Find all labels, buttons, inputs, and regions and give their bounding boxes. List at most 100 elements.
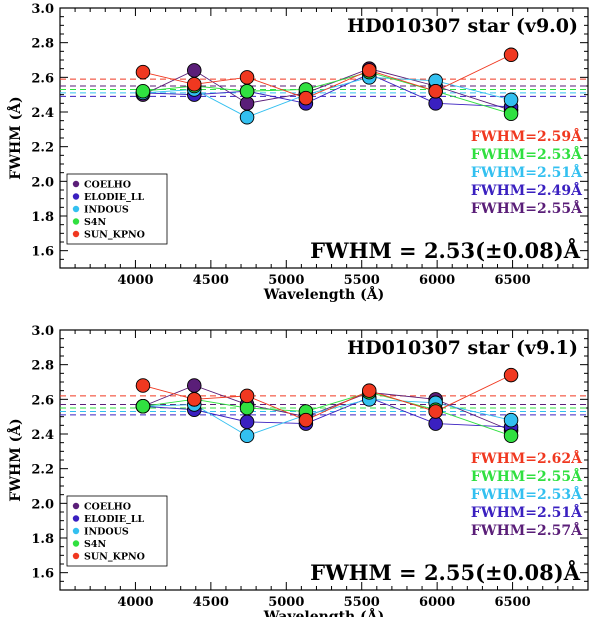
overall-fwhm-label: FWHM = 2.55(±0.08)Å bbox=[310, 560, 581, 585]
fwhm-label-elodie-ll: FWHM=2.49Å bbox=[471, 181, 583, 199]
y-axis-title: FWHM (Å) bbox=[6, 418, 24, 501]
y-tick-label: 1.6 bbox=[31, 245, 54, 260]
x-tick-label: 6000 bbox=[419, 273, 455, 288]
legend-item: COELHO bbox=[84, 502, 131, 513]
y-axis-title: FWHM (Å) bbox=[6, 96, 24, 179]
data-point-sun-kpno bbox=[428, 404, 443, 419]
legend-item: S4N bbox=[84, 217, 106, 228]
data-point-coelho bbox=[187, 63, 202, 78]
x-tick-label: 4500 bbox=[193, 273, 229, 288]
y-tick-label: 2.6 bbox=[31, 71, 54, 86]
legend-item: INDOUS bbox=[84, 205, 129, 216]
y-tick-label: 1.8 bbox=[31, 210, 54, 225]
data-point-sun-kpno bbox=[503, 367, 519, 383]
legend-marker bbox=[72, 218, 80, 225]
chart-panel-2: 4000 4500 5000 5500 6000 6500 1.6 1.8 2.0 2.2 2.4 2… bbox=[6, 324, 589, 617]
data-point-sun-kpno bbox=[239, 388, 255, 404]
data-point-sun-kpno bbox=[298, 90, 314, 106]
data-point-sun-kpno bbox=[298, 412, 314, 428]
fwhm-label-sun-kpno: FWHM=2.62Å bbox=[471, 449, 583, 467]
legend-marker bbox=[72, 205, 80, 213]
legend-item: SUN_KPNO bbox=[84, 230, 145, 241]
fwhm-label-s4n: FWHM=2.55Å bbox=[471, 467, 583, 485]
x-tick-label: 4000 bbox=[117, 273, 153, 288]
legend-item: ELODIE_LL bbox=[84, 514, 145, 525]
legend-marker bbox=[72, 527, 80, 535]
y-tick-label: 2.0 bbox=[31, 497, 54, 512]
x-tick-label: 5500 bbox=[344, 595, 380, 610]
y-tick-label: 2.4 bbox=[31, 106, 54, 121]
data-point-indous bbox=[503, 92, 519, 108]
data-point-sun-kpno bbox=[503, 47, 519, 63]
x-axis-title: Wavelength (Å) bbox=[263, 607, 384, 617]
legend-item: S4N bbox=[84, 539, 106, 550]
fwhm-label-indous: FWHM=2.51Å bbox=[471, 163, 583, 181]
data-point-coelho bbox=[239, 96, 255, 111]
chart-panel-1: 4000 4500 5000 5500 6000 6500 1.6 1.8 2.0 2.2 2.4 2… bbox=[6, 2, 589, 303]
y-tick-label: 2.0 bbox=[31, 175, 54, 190]
legend-marker bbox=[72, 180, 80, 188]
legend-item: ELODIE_LL bbox=[84, 192, 145, 203]
chart-title: HD010307 star (v9.0) bbox=[347, 15, 578, 37]
fwhm-label-elodie-ll: FWHM=2.51Å bbox=[471, 503, 583, 521]
overall-fwhm-label: FWHM = 2.53(±0.08)Å bbox=[310, 238, 581, 263]
fwhm-label-coelho: FWHM=2.57Å bbox=[471, 521, 583, 539]
y-tick-label: 2.6 bbox=[31, 393, 54, 408]
x-axis-title: Wavelength (Å) bbox=[263, 285, 384, 303]
data-point-sun-kpno bbox=[362, 63, 377, 78]
data-point-coelho bbox=[187, 378, 202, 393]
fwhm-label-indous: FWHM=2.53Å bbox=[471, 485, 583, 503]
legend-marker bbox=[72, 515, 80, 522]
y-tick-label: 2.4 bbox=[31, 428, 54, 443]
legend-item: COELHO bbox=[84, 180, 131, 191]
legend-marker bbox=[72, 540, 80, 547]
legend-item: INDOUS bbox=[84, 527, 129, 538]
data-point-s4n bbox=[135, 83, 151, 99]
data-point-s4n bbox=[239, 400, 255, 416]
x-tick-label: 6500 bbox=[494, 595, 530, 610]
y-tick-label: 2.8 bbox=[31, 359, 54, 374]
data-point-elodie-ll bbox=[239, 414, 255, 430]
legend-marker bbox=[72, 230, 80, 238]
y-tick-label: 2.2 bbox=[31, 141, 54, 156]
legend-marker bbox=[72, 193, 80, 200]
y-tick-label: 3.0 bbox=[31, 2, 54, 17]
y-tick-label: 1.8 bbox=[31, 532, 54, 547]
data-point-sun-kpno bbox=[187, 77, 202, 92]
data-point-sun-kpno bbox=[187, 392, 202, 407]
legend-marker bbox=[72, 552, 80, 560]
fwhm-label-s4n: FWHM=2.53Å bbox=[471, 145, 583, 163]
x-tick-label: 4000 bbox=[117, 595, 153, 610]
legend-box bbox=[66, 173, 168, 245]
data-point-elodie-ll bbox=[428, 96, 443, 111]
x-tick-label: 5000 bbox=[268, 273, 304, 288]
data-point-sun-kpno bbox=[428, 83, 443, 99]
data-point-elodie-ll bbox=[428, 416, 443, 431]
data-point-indous bbox=[239, 109, 255, 125]
x-tick-label: 6000 bbox=[419, 595, 455, 610]
data-point-sun-kpno bbox=[239, 70, 255, 85]
y-tick-label: 3.0 bbox=[31, 324, 54, 339]
y-tick-label: 2.8 bbox=[31, 37, 54, 52]
legend-marker bbox=[72, 502, 80, 510]
legend-item: SUN_KPNO bbox=[84, 552, 145, 563]
data-point-s4n bbox=[135, 399, 151, 414]
data-point-sun-kpno bbox=[135, 64, 151, 80]
chart-title: HD010307 star (v9.1) bbox=[347, 337, 578, 359]
y-tick-label: 1.6 bbox=[31, 567, 54, 582]
x-tick-label: 5500 bbox=[344, 273, 380, 288]
fwhm-label-sun-kpno: FWHM=2.59Å bbox=[471, 127, 583, 145]
data-point-sun-kpno bbox=[362, 383, 377, 398]
data-point-s4n bbox=[503, 428, 519, 443]
data-point-sun-kpno bbox=[135, 378, 151, 393]
y-tick-label: 2.2 bbox=[31, 463, 54, 478]
x-tick-label: 6500 bbox=[494, 273, 530, 288]
data-point-indous bbox=[503, 412, 519, 428]
fwhm-label-coelho: FWHM=2.55Å bbox=[471, 199, 583, 217]
data-point-s4n bbox=[239, 83, 255, 99]
legend-box bbox=[66, 495, 168, 567]
x-tick-label: 5000 bbox=[268, 595, 304, 610]
data-point-s4n bbox=[503, 106, 519, 121]
data-point-indous bbox=[239, 428, 255, 443]
